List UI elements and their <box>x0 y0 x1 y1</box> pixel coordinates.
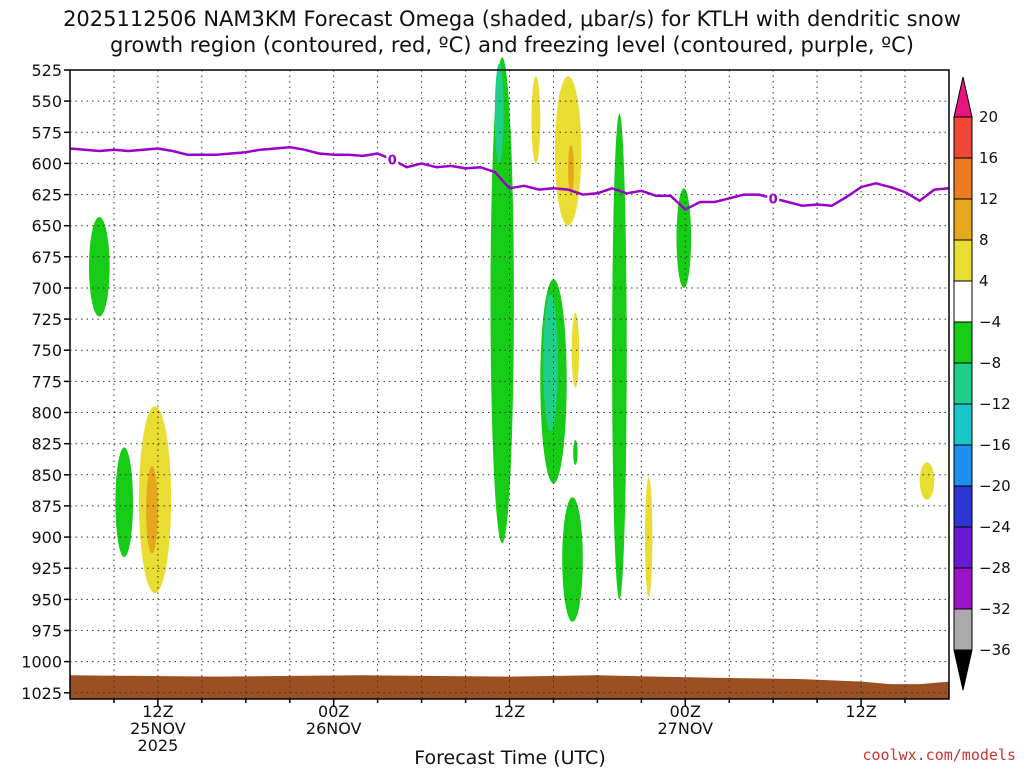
x-tick-label-6-2: 2025 <box>138 736 179 755</box>
omega-feature-10 <box>543 294 558 432</box>
colorbar-swatch-3 <box>953 239 973 282</box>
colorbar-label-3: 8 <box>979 231 989 249</box>
omega-feature-1 <box>115 447 133 557</box>
colorbar-label-12: −32 <box>979 600 1011 618</box>
y-tick-label-825: 825 <box>31 435 62 454</box>
colorbar-label-10: −24 <box>979 518 1011 536</box>
freezing-level-line <box>69 145 950 211</box>
y-tick-label-850: 850 <box>31 466 62 485</box>
omega-feature-12 <box>573 439 578 465</box>
x-tick-label-30-0: 12Z <box>494 702 525 721</box>
colorbar-swatch-10 <box>953 526 973 569</box>
colorbar-swatch-5 <box>953 321 973 364</box>
colorbar: 20 16 12 8 4 −4 −8 −12 −16 −20 −24 −28 −32 −36 <box>953 76 1011 691</box>
y-tick-label-875: 875 <box>31 497 62 516</box>
colorbar-swatch-2 <box>953 198 973 241</box>
y-tick-label-550: 550 <box>31 92 62 111</box>
colorbar-label-6: −8 <box>979 354 1001 372</box>
freezing-level-label-bg-0 <box>386 151 399 168</box>
colorbar-label-7: −12 <box>979 395 1011 413</box>
omega-feature-3 <box>146 466 158 554</box>
y-tick-label-950: 950 <box>31 590 62 609</box>
omega-feature-6 <box>531 76 541 164</box>
freezing-level-contour: 00 <box>69 145 950 211</box>
y-tick-label-750: 750 <box>31 341 62 360</box>
credit-text: coolwx.com/models <box>862 746 1016 764</box>
omega-feature-11 <box>571 312 580 388</box>
y-tick-label-625: 625 <box>31 186 62 205</box>
omega-feature-16 <box>676 188 692 288</box>
colorbar-bottom-arrow <box>953 649 973 691</box>
freezing-level-label-0: 0 <box>388 154 397 169</box>
x-axis-title: Forecast Time (UTC) <box>414 747 605 768</box>
chart-title-line-1: 2025112506 NAM3KM Forecast Omega (shaded… <box>63 7 961 31</box>
y-axis: 525 550 575 600 625 650 675 700 725 750 775 800 825 8… <box>21 61 70 703</box>
colorbar-swatch-1 <box>953 157 973 200</box>
colorbar-swatch-12 <box>953 608 973 651</box>
omega-feature-14 <box>612 113 627 600</box>
colorbar-swatch-6 <box>953 362 973 405</box>
x-tick-label-6-0: 12Z <box>142 702 173 721</box>
colorbar-swatch-9 <box>953 485 973 528</box>
colorbar-label-2: 12 <box>979 190 998 208</box>
y-tick-label-600: 600 <box>31 154 62 173</box>
omega-feature-13 <box>562 497 583 622</box>
y-tick-label-1025: 1025 <box>21 684 62 703</box>
colorbar-label-4: 4 <box>979 272 989 290</box>
colorbar-label-1: 16 <box>979 149 998 167</box>
omega-feature-7 <box>554 76 582 226</box>
omega-feature-17 <box>919 462 935 500</box>
colorbar-label-0: 20 <box>979 108 998 126</box>
x-tick-label-18-0: 00Z <box>318 702 349 721</box>
omega-feature-8 <box>568 144 574 195</box>
y-tick-label-725: 725 <box>31 310 62 329</box>
x-tick-label-54-0: 12Z <box>845 702 876 721</box>
freezing-level-label-bg-1 <box>767 190 780 207</box>
x-tick-label-42-0: 00Z <box>670 702 701 721</box>
freezing-level-label-1: 0 <box>769 192 778 207</box>
y-tick-label-900: 900 <box>31 528 62 547</box>
colorbar-label-9: −20 <box>979 477 1011 495</box>
omega-feature-5 <box>494 63 504 164</box>
colorbar-swatch-7 <box>953 403 973 446</box>
omega-feature-0 <box>89 216 110 317</box>
colorbar-swatch-8 <box>953 444 973 487</box>
y-tick-label-575: 575 <box>31 123 62 142</box>
y-tick-label-775: 775 <box>31 372 62 391</box>
x-tick-label-18-1: 26NOV <box>306 719 362 738</box>
x-tick-label-6-1: 25NOV <box>130 719 186 738</box>
y-tick-label-525: 525 <box>31 61 62 80</box>
omega-feature-4 <box>490 57 514 544</box>
y-tick-label-650: 650 <box>31 217 62 236</box>
colorbar-swatch-4 <box>953 280 973 323</box>
colorbar-label-8: −16 <box>979 436 1011 454</box>
plot-area: 00 <box>69 57 950 700</box>
y-tick-label-800: 800 <box>31 404 62 423</box>
y-tick-label-675: 675 <box>31 248 62 267</box>
colorbar-label-11: −28 <box>979 559 1011 577</box>
colorbar-swatch-0 <box>953 116 973 159</box>
grid-lines <box>70 69 949 699</box>
x-tick-label-42-1: 27NOV <box>658 719 714 738</box>
colorbar-top-arrow <box>953 76 973 118</box>
colorbar-swatch-11 <box>953 567 973 610</box>
y-tick-label-1000: 1000 <box>21 653 62 672</box>
y-tick-label-700: 700 <box>31 279 62 298</box>
colorbar-label-5: −4 <box>979 313 1001 331</box>
y-tick-label-975: 975 <box>31 622 62 641</box>
y-tick-label-925: 925 <box>31 559 62 578</box>
chart-title-line-2: growth region (contoured, red, ºC) and f… <box>110 33 914 57</box>
colorbar-label-13: −36 <box>979 641 1011 659</box>
